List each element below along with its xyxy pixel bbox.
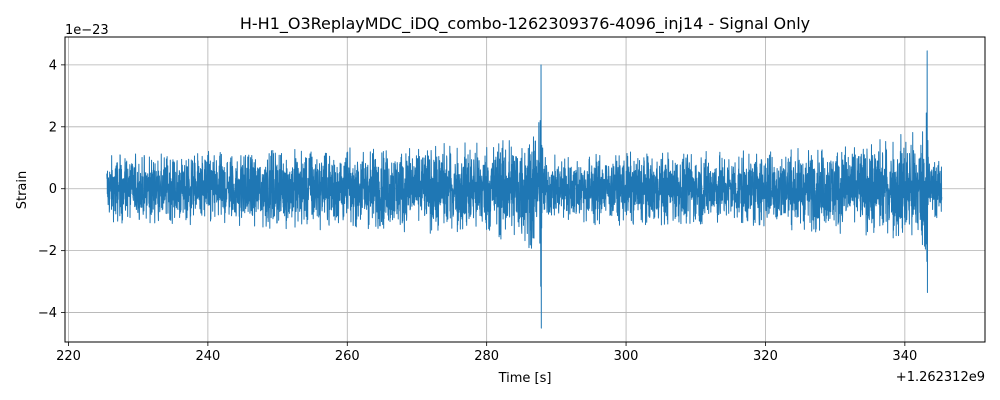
x-tick-label: 340 (892, 349, 917, 364)
y-tick-label: 0 (49, 182, 57, 197)
x-tick-label: 300 (614, 349, 639, 364)
x-tick-label: 280 (474, 349, 499, 364)
x-tick-label: 260 (335, 349, 360, 364)
y-tick-label: −2 (38, 244, 57, 259)
y-axis-label: Strain (15, 171, 30, 210)
y-tick-label: −4 (38, 306, 57, 321)
axes-frame (64, 36, 986, 343)
y-axis-ticks: −4 −2 0 2 4 (38, 58, 65, 321)
y-tick-label: 2 (49, 120, 57, 135)
strain-series-line (106, 50, 943, 329)
x-offset-label: +1.262312e9 (896, 370, 985, 385)
x-axis-label: Time [s] (498, 371, 552, 386)
x-axis-ticks: 220 240 260 280 300 320 340 (56, 342, 917, 364)
x-tick-label: 220 (56, 349, 81, 364)
x-tick-label: 240 (195, 349, 220, 364)
x-tick-label: 320 (753, 349, 778, 364)
strain-series (106, 50, 943, 329)
y-tick-label: 4 (49, 58, 57, 73)
chart-title: H-H1_O3ReplayMDC_iDQ_combo-1262309376-40… (240, 14, 810, 34)
y-scale-label: 1e−23 (65, 23, 109, 38)
